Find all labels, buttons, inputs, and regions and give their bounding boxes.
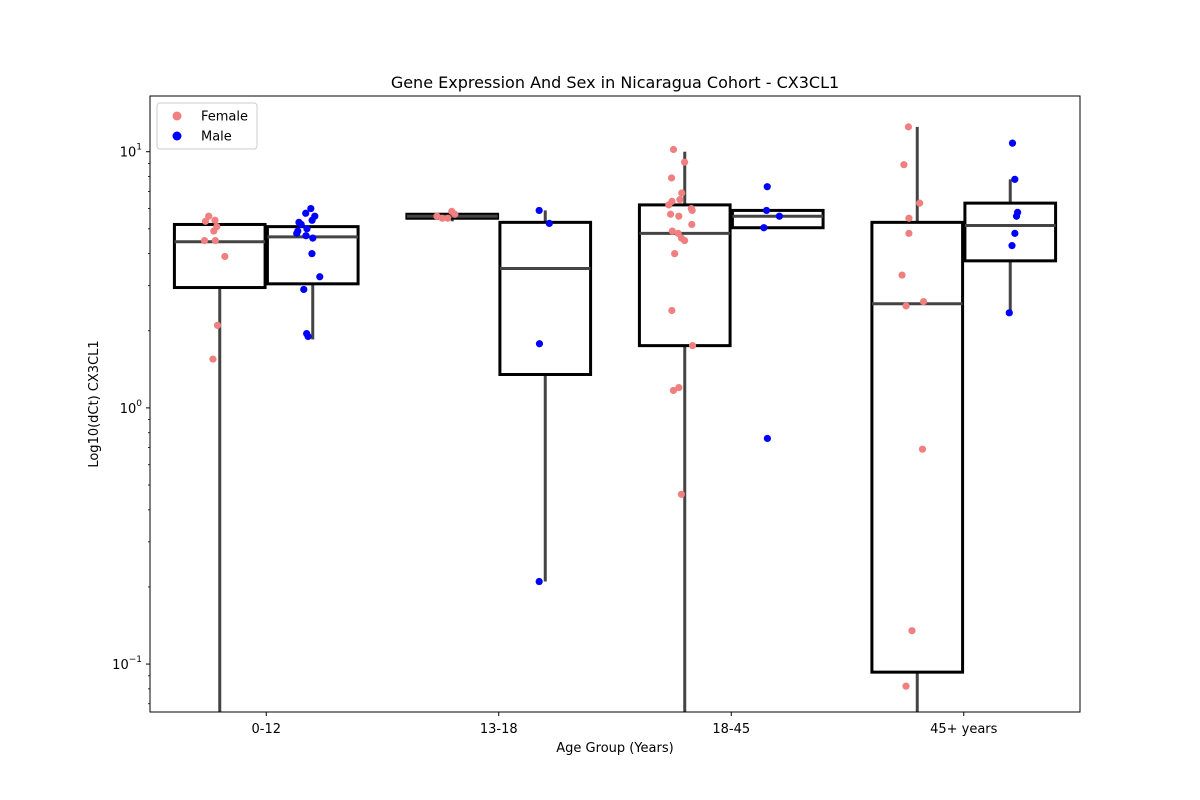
female-point (675, 384, 683, 392)
chart-title: Gene Expression And Sex in Nicaragua Coh… (391, 73, 839, 92)
x-tick-label: 18-45 (712, 722, 750, 737)
female-point (211, 236, 219, 245)
male-point (760, 224, 768, 232)
female-point (433, 212, 441, 220)
female-point (209, 355, 217, 363)
male-point (308, 250, 316, 258)
female-point (211, 216, 219, 224)
female-point (676, 196, 684, 204)
male-point (293, 229, 301, 237)
male-point (302, 209, 310, 217)
female-point (671, 250, 679, 258)
female-point (688, 220, 696, 229)
male-point (297, 220, 305, 229)
y-tick-label: 101 (120, 143, 142, 161)
x-axis-label: Age Group (Years) (556, 741, 673, 756)
female-point (210, 227, 218, 235)
female-point (908, 627, 916, 635)
legend-label-female: Female (201, 110, 248, 125)
male-point (1011, 229, 1019, 237)
female-point (898, 271, 906, 279)
male-point (316, 273, 324, 281)
female-point (916, 199, 924, 207)
female-point (669, 145, 678, 154)
axes-frame (149, 95, 1081, 713)
female-point (448, 207, 456, 215)
male-box-1 (498, 220, 593, 377)
x-axis: 0-12 13-18 18-45 45+ years (251, 712, 998, 737)
female-point (677, 490, 686, 498)
male-point (307, 204, 315, 213)
female-point (444, 214, 452, 222)
legend: Female Male (156, 102, 258, 150)
male-point (535, 577, 543, 586)
female-point (668, 306, 676, 315)
male-point (762, 206, 771, 215)
legend-label-male: Male (201, 130, 232, 145)
y-tick-label: 10−1 (112, 655, 142, 673)
male-point (304, 332, 312, 341)
male-point (545, 219, 553, 228)
legend-frame (156, 102, 258, 150)
legend-marker-male (172, 131, 182, 141)
female-point (919, 297, 928, 306)
female-point (680, 236, 689, 245)
female-point (688, 342, 697, 350)
male-point (1011, 175, 1019, 183)
y-axis: 10−1 100 101 (112, 143, 150, 705)
female-point (688, 206, 696, 215)
female-point (205, 212, 213, 220)
female-box-3 (870, 220, 965, 674)
female-point (200, 236, 209, 245)
male-point (302, 232, 310, 240)
male-box-2 (730, 208, 825, 230)
x-tick-label: 45+ years (930, 722, 998, 737)
female-point (905, 214, 913, 222)
male-point (535, 206, 543, 215)
male-point (535, 340, 544, 348)
male-point (1008, 242, 1016, 250)
male-point (300, 285, 308, 294)
male-box-0 (265, 225, 360, 286)
male-point (763, 183, 771, 191)
male-point (1008, 139, 1017, 147)
female-point (680, 158, 689, 166)
male-box-3 (963, 201, 1058, 263)
female-point (665, 201, 673, 209)
female-point (918, 445, 927, 453)
male-point (1005, 309, 1013, 317)
female-point (902, 302, 910, 310)
female-box-0 (172, 222, 267, 290)
female-point (902, 682, 910, 690)
male-point (309, 234, 317, 242)
y-tick-label: 100 (120, 399, 143, 417)
female-point (668, 227, 676, 235)
legend-marker-female (172, 111, 182, 121)
female-box-2 (637, 203, 732, 348)
female-point (669, 386, 678, 395)
female-point (213, 321, 222, 329)
y-axis-label: Log10(dCt) CX3CL1 (87, 340, 102, 467)
male-point (775, 212, 783, 220)
male-point (763, 434, 771, 443)
male-point (308, 216, 316, 224)
female-point (905, 229, 913, 237)
female-point (667, 174, 676, 182)
female-point (900, 161, 908, 169)
female-point (904, 123, 913, 131)
x-tick-label: 0-12 (251, 722, 281, 737)
plot-area (172, 123, 1058, 712)
female-point (666, 210, 675, 218)
female-point (221, 252, 229, 261)
female-point (678, 189, 686, 197)
male-point (303, 225, 311, 233)
female-point (675, 212, 683, 220)
x-tick-label: 13-18 (480, 722, 518, 737)
male-point (1012, 212, 1021, 220)
